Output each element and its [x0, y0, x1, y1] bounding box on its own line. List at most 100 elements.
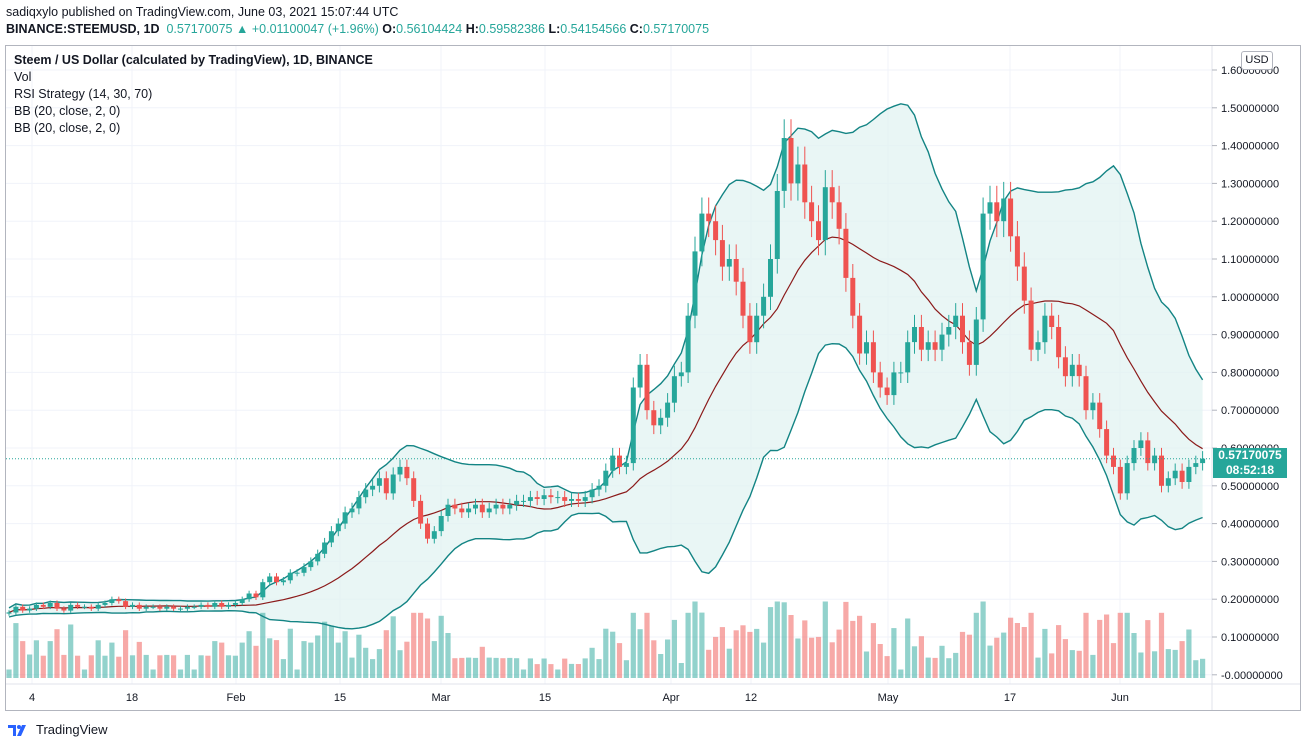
y-tick-label: 0.20000000 — [1221, 594, 1279, 606]
candle-body — [1193, 463, 1199, 467]
candle-body — [363, 489, 369, 498]
volume-bar — [280, 659, 286, 678]
candle-body — [514, 500, 520, 505]
volume-bar — [411, 612, 417, 678]
volume-bar — [129, 655, 136, 678]
candle-body — [527, 497, 533, 501]
candle-body — [61, 608, 67, 611]
candle-body — [335, 523, 341, 532]
candle-body — [918, 327, 924, 350]
candle-body — [404, 466, 410, 479]
volume-bar — [500, 658, 506, 678]
volume-bar — [788, 615, 794, 678]
candle-body — [376, 478, 382, 486]
volume-bar — [610, 631, 616, 678]
volume-bar — [829, 642, 835, 678]
candle-body — [390, 474, 396, 494]
volume-bar — [13, 623, 19, 678]
volume-bar — [534, 664, 540, 678]
candle-body — [198, 604, 204, 607]
candle-body — [1186, 466, 1192, 482]
candle-body — [68, 604, 74, 611]
candle-body — [857, 315, 863, 354]
x-tick-label: 15 — [539, 692, 551, 704]
volume-bar — [932, 657, 938, 678]
volume-bar — [541, 658, 547, 678]
candle-body — [980, 213, 986, 320]
y-tick-label: 0.70000000 — [1221, 405, 1279, 417]
volume-bar — [939, 645, 945, 678]
candle-body — [473, 504, 478, 509]
chart-header: sadiqxylo published on TradingView.com, … — [6, 4, 709, 38]
candle-body — [143, 606, 149, 609]
volume-bar — [527, 658, 533, 678]
volume-bar — [850, 620, 856, 678]
candle-body — [1200, 458, 1206, 464]
volume-bar — [301, 641, 307, 678]
volume-bar — [452, 658, 458, 678]
x-tick-label: Mar — [432, 692, 451, 704]
volume-bar — [747, 631, 753, 678]
candle-body — [740, 281, 746, 316]
volume-bar — [33, 640, 39, 678]
volume-bar — [150, 669, 156, 678]
candle-body — [1076, 364, 1082, 377]
y-tick-label: 0.40000000 — [1221, 519, 1279, 531]
legend-rsi-strategy[interactable]: RSI Strategy (14, 30, 70) — [14, 87, 153, 101]
volume-bar — [953, 652, 959, 678]
y-tick-label: 0.80000000 — [1221, 367, 1279, 379]
candle-body — [1056, 327, 1062, 358]
volume-bar — [431, 641, 437, 678]
candle-body — [809, 202, 815, 222]
volume-bar — [445, 633, 451, 678]
volume-bar — [603, 628, 609, 678]
candle-body — [232, 603, 238, 605]
volume-bar — [1158, 612, 1165, 678]
volume-bar — [424, 618, 431, 678]
volume-bar — [857, 615, 863, 678]
volume-bar — [1090, 654, 1096, 678]
volume-bar — [1193, 660, 1199, 678]
candle-body — [623, 463, 629, 467]
close-value: 0.57170075 — [642, 22, 710, 36]
volume-bar — [685, 612, 691, 678]
candle-body — [1104, 429, 1110, 456]
volume-bar — [795, 638, 801, 678]
volume-bar — [644, 612, 650, 678]
candle-body — [651, 410, 657, 426]
candle-body — [438, 516, 444, 532]
candle-body — [1131, 448, 1137, 464]
candle-body — [521, 500, 526, 502]
volume-bar — [273, 640, 280, 678]
volume-bar — [164, 654, 170, 678]
volume-bar — [1138, 652, 1144, 678]
candle-body — [1090, 402, 1096, 411]
candle-body — [925, 342, 931, 350]
currency-button[interactable]: USD — [1241, 51, 1273, 70]
candle-body — [822, 187, 828, 241]
candle-body — [596, 485, 602, 490]
candle-body — [150, 606, 156, 608]
candle-body — [864, 342, 869, 354]
volume-bar — [959, 631, 966, 678]
legend-bb-2[interactable]: BB (20, close, 2, 0) — [14, 121, 121, 135]
volume-bar — [994, 637, 1000, 678]
volume-bar — [205, 655, 211, 678]
volume-bar — [27, 654, 33, 678]
candle-body — [603, 470, 609, 486]
candle-body — [1001, 198, 1007, 222]
volume-bar — [1035, 657, 1041, 678]
candle-body — [486, 508, 492, 513]
x-tick-label: Apr — [662, 692, 679, 704]
candle-body — [136, 604, 142, 609]
volume-bar — [472, 657, 479, 678]
legend-bb-1[interactable]: BB (20, close, 2, 0) — [14, 104, 121, 118]
legend-vol[interactable]: Vol — [14, 70, 32, 84]
candle-body — [253, 593, 259, 598]
candle-body — [349, 508, 355, 513]
volume-bar — [68, 624, 74, 678]
candle-body — [212, 603, 218, 607]
candle-body — [953, 315, 959, 327]
volume-bar — [493, 657, 499, 678]
